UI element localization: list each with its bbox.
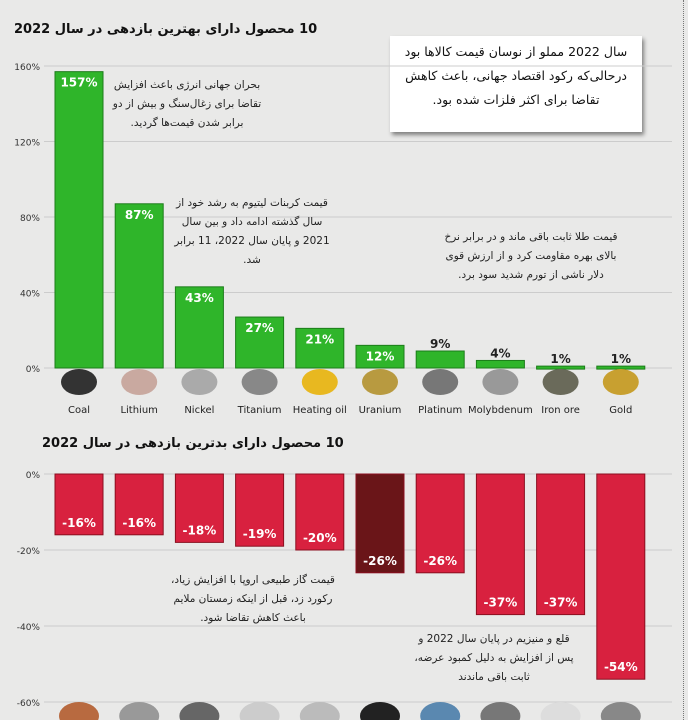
bar-value-label: 12% [366, 349, 395, 363]
y-tick-label: 120% [14, 139, 40, 149]
category-label: Platinum [418, 405, 462, 416]
bar [114, 473, 164, 536]
bar-value-label: -19% [243, 527, 277, 541]
bar [355, 344, 405, 369]
commodity-image [61, 369, 97, 395]
category-label: Gold [609, 405, 632, 416]
bar [114, 203, 164, 369]
y-tick-label: 0% [26, 471, 41, 481]
commodity-image [121, 369, 158, 395]
annotation-tin: قلع و منیزیم در پایان سال 2022 و پس از ا… [414, 633, 574, 683]
y-tick-label: 160% [14, 63, 40, 73]
bar-value-label: 43% [185, 291, 214, 305]
bar-value-label: 1% [550, 352, 570, 366]
bar-value-label: 157% [60, 76, 97, 90]
top-chart-title: 10 محصول دارای بهترین بازدهی در سال 2022 [14, 22, 318, 37]
y-tick-label: -40% [17, 623, 41, 633]
y-tick-label: -20% [17, 547, 41, 557]
bar-value-label: -16% [62, 516, 96, 530]
commodity-image [480, 702, 521, 720]
bar-value-label: -16% [122, 516, 156, 530]
commodity-image [420, 702, 461, 720]
bar [295, 473, 345, 551]
commodity-image [179, 702, 220, 720]
bar [295, 327, 345, 369]
annotation-gold: قیمت طلا ثابت باقی ماند و در برابر نرخ ب… [444, 231, 618, 281]
category-label: Lithium [120, 405, 157, 416]
commodity-image [181, 369, 218, 395]
commodity-image [422, 369, 459, 395]
bar-value-label: -18% [183, 523, 217, 537]
intro-box: سال 2022 مملو از نوسان قیمت کالاها بود د… [390, 36, 642, 132]
bar [415, 350, 465, 369]
bar-value-label: 27% [245, 321, 274, 335]
bar-value-label: 21% [305, 332, 334, 346]
bar [475, 359, 525, 369]
commodity-image [482, 369, 519, 395]
bar-value-label: 4% [490, 346, 510, 360]
window-border [683, 0, 684, 720]
bar-value-label: 87% [125, 208, 154, 222]
bar [475, 473, 525, 616]
bar [54, 473, 104, 536]
commodity-image [59, 702, 99, 720]
y-tick-label: -60% [17, 699, 41, 709]
bar [54, 71, 104, 369]
category-label: Molybdenum [468, 405, 533, 416]
commodity-image [241, 369, 278, 395]
bar [235, 473, 285, 547]
annotation-gas: قیمت گاز طبیعی اروپا با افزایش زیاد، رکو… [171, 574, 335, 624]
commodity-image [239, 702, 280, 720]
category-label: Uranium [359, 405, 402, 416]
bar-value-label: -20% [303, 531, 337, 545]
commodity-image [360, 702, 400, 720]
bar [174, 286, 224, 369]
commodity-image [600, 702, 641, 720]
bar [536, 365, 586, 370]
commodity-image [542, 369, 579, 395]
y-tick-label: 0% [26, 365, 41, 375]
commodity-image [299, 702, 340, 720]
commodity-image [602, 369, 639, 395]
bottom-chart-title: 10 محصول دارای بدترین بازدهی در سال 2022 [42, 436, 344, 451]
bar [596, 365, 646, 370]
bar-value-label: -54% [604, 660, 638, 674]
bar [596, 473, 646, 680]
category-label: Titanium [237, 405, 282, 416]
bar [174, 473, 224, 543]
y-tick-label: 80% [20, 214, 40, 224]
bar-value-label: -26% [423, 554, 457, 568]
bar [415, 473, 465, 574]
category-label: Iron ore [541, 405, 580, 416]
bar-value-label: 1% [611, 352, 631, 366]
commodity-image [301, 369, 338, 395]
bar [536, 473, 586, 616]
annotation-lithium: قیمت کربنات لیتیوم به رشد خود از سال گذش… [174, 197, 330, 266]
bar-value-label: -37% [544, 596, 578, 610]
y-tick-label: 40% [20, 290, 40, 300]
category-label: Heating oil [293, 405, 347, 416]
bar-value-label: 9% [430, 337, 450, 351]
bar-value-label: -26% [363, 554, 397, 568]
commodity-image [540, 702, 581, 720]
category-label: Nickel [184, 405, 214, 416]
commodity-image [362, 369, 398, 395]
bar [355, 473, 405, 574]
commodity-image [119, 702, 160, 720]
bar [235, 316, 285, 369]
annotation-coal: بحران جهانی انرژی باعث افزایش تقاضا برای… [112, 79, 262, 129]
bar-value-label: -37% [484, 596, 518, 610]
category-label: Coal [68, 405, 90, 416]
